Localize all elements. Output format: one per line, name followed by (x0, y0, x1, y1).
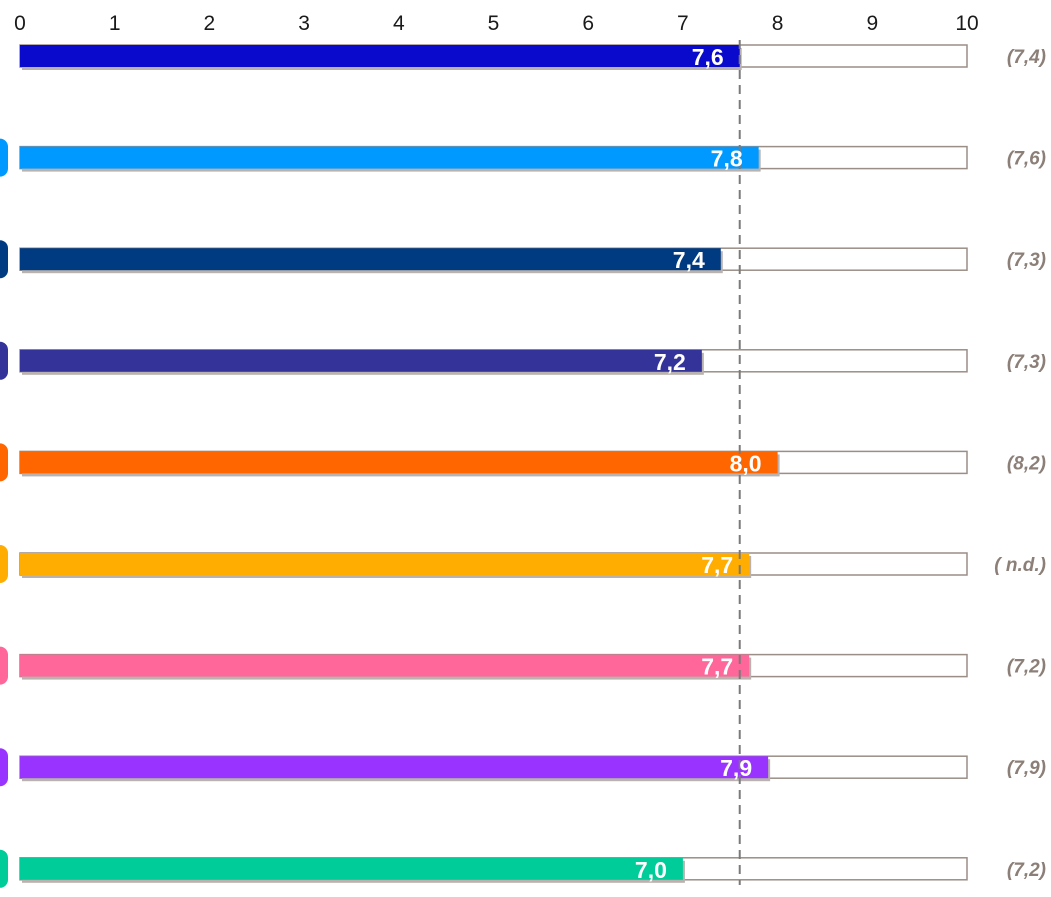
row-marker (0, 341, 8, 380)
x-tick-label: 0 (14, 12, 26, 35)
bar (20, 654, 750, 677)
previous-value-label: (7,2) (1007, 860, 1046, 881)
row-marker (0, 443, 8, 482)
previous-value-label: (8,2) (1007, 453, 1046, 474)
bar-value-label: 7,4 (673, 247, 705, 273)
previous-value-label: (7,6) (1007, 149, 1046, 170)
previous-value-label: (7,3) (1007, 352, 1046, 373)
bar-value-label: 7,0 (635, 857, 667, 883)
row-marker (0, 748, 8, 787)
bar (20, 857, 683, 880)
bar-value-label: 7,2 (654, 349, 686, 375)
x-axis-ticks: 0 1 2 3 4 5 6 7 8 9 10 (14, 12, 979, 35)
previous-value-label: (7,9) (1007, 758, 1046, 779)
row-marker (0, 646, 8, 685)
bar (20, 451, 778, 474)
bar (20, 146, 759, 169)
bar (20, 756, 769, 779)
row-marker (0, 849, 8, 888)
x-tick-label: 7 (677, 12, 689, 35)
x-tick-label: 4 (393, 12, 405, 35)
bar-value-label: 8,0 (730, 450, 762, 476)
previous-value-label: ( n.d.) (994, 555, 1046, 576)
bar-value-label: 7,7 (701, 552, 733, 578)
labels: 7,6 (7,4) 7,8 (7,6) 7,4 (7,3) 7,2 (7,3) 8,0 (8,2)… (635, 44, 1046, 883)
bar-value-label: 7,9 (720, 755, 752, 781)
x-tick-label: 8 (772, 12, 784, 35)
x-tick-label: 10 (955, 12, 978, 35)
previous-value-label: (7,4) (1007, 47, 1046, 68)
bar-value-label: 7,8 (711, 146, 743, 172)
bar-value-label: 7,6 (692, 44, 724, 70)
bar (20, 349, 702, 372)
x-tick-label: 5 (488, 12, 500, 35)
bar (20, 45, 740, 67)
x-tick-label: 2 (204, 12, 216, 35)
bar (20, 248, 721, 271)
row-marker (0, 240, 8, 279)
x-tick-label: 9 (866, 12, 878, 35)
previous-value-label: (7,2) (1007, 657, 1046, 678)
x-tick-label: 1 (109, 12, 121, 35)
bar-value-label: 7,7 (701, 654, 733, 680)
row-marker (0, 545, 8, 583)
bars (0, 44, 968, 888)
x-tick-label: 3 (298, 12, 310, 35)
row-marker (0, 138, 8, 177)
x-tick-label: 6 (582, 12, 594, 35)
previous-value-label: (7,3) (1007, 250, 1046, 271)
bar (20, 553, 750, 575)
